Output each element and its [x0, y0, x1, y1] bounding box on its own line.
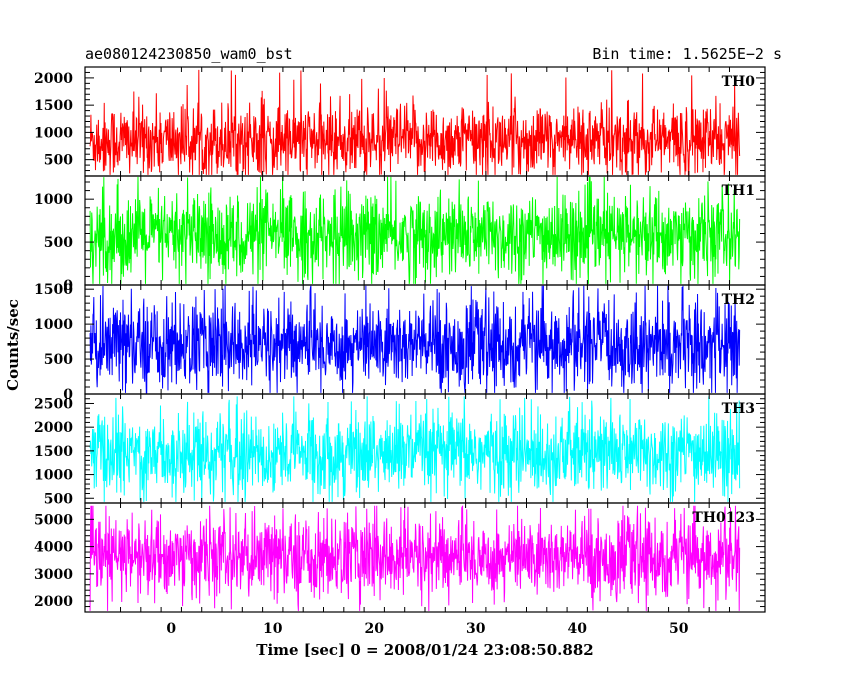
panel-th2: 0 500 1000 1500 TH2	[34, 282, 766, 403]
series-label-th0123: TH0123	[692, 510, 755, 526]
x-tick-label: 20	[365, 621, 385, 637]
y-tick-label: 1000	[34, 192, 73, 208]
header-title: ae080124230850_wam0_bst	[85, 45, 293, 63]
y-tick-label: 0	[63, 278, 73, 294]
bin-time: Bin time: 1.5625E−2 s	[592, 45, 782, 63]
panel-th1: 0 500 1000 TH1	[34, 175, 766, 294]
y-tick-label: 3000	[34, 567, 73, 583]
x-tick-label: 10	[263, 621, 283, 637]
x-axis-label: Time [sec] 0 = 2008/01/24 23:08:50.882	[256, 641, 593, 659]
series-label-th0: TH0	[722, 74, 756, 90]
series-label-th3: TH3	[722, 401, 755, 417]
y-tick-label: 1000	[34, 468, 73, 484]
y-tick-label: 2000	[34, 71, 73, 87]
y-tick-label: 2000	[34, 420, 73, 436]
x-tick-label: 50	[669, 621, 689, 637]
y-tick-label: 500	[44, 352, 73, 368]
y-axis-label: Counts/sec	[4, 299, 22, 391]
y-tick-label: 5000	[34, 512, 73, 528]
series-line-th0123	[89, 505, 741, 611]
series-line-th2	[89, 285, 741, 394]
y-tick-label: 2500	[34, 396, 73, 412]
x-tick-label: 0	[166, 621, 176, 637]
y-tick-label: 4000	[34, 540, 73, 556]
y-tick-label: 2000	[34, 594, 73, 610]
series-line-th1	[89, 176, 741, 284]
series-line-th0	[89, 69, 741, 176]
panel-th3: 500 1000 1500 2000 2500 TH3	[34, 393, 766, 507]
y-tick-label: 1500	[34, 282, 73, 298]
y-tick-label: 500	[44, 491, 73, 507]
series-label-th2: TH2	[722, 292, 755, 308]
x-tick-label: 30	[466, 621, 486, 637]
y-tick-label: 0	[63, 387, 73, 403]
series-line-th3	[89, 396, 741, 502]
series-label-th1: TH1	[722, 183, 755, 199]
y-tick-label: 1000	[34, 317, 73, 333]
panel-th0123: 2000 3000 4000 5000 TH0123	[34, 502, 766, 613]
y-tick-label: 500	[44, 235, 73, 251]
x-tick-label: 40	[567, 621, 587, 637]
panel-th0: 500 1000 1500 2000 TH0	[34, 66, 766, 177]
y-tick-label: 1500	[34, 444, 73, 460]
y-tick-label: 500	[44, 153, 73, 169]
y-tick-label: 1500	[34, 98, 73, 114]
y-tick-label: 1000	[34, 125, 73, 141]
